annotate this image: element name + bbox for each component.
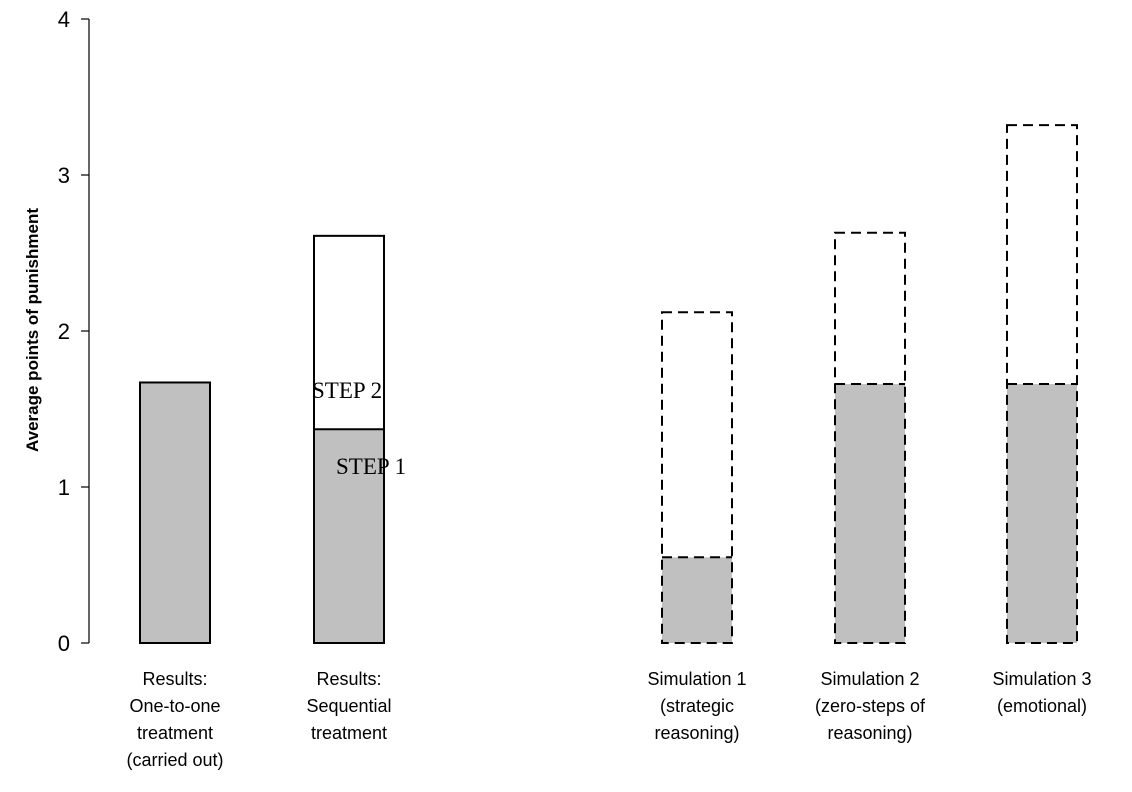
bar-outline — [139, 381, 211, 644]
y-tick-label: 3 — [58, 163, 70, 188]
bar-outline — [313, 234, 385, 644]
category-label: Results: Sequential treatment — [306, 669, 391, 743]
annotation-step2: STEP 2 — [312, 378, 382, 403]
bar-step1 — [140, 382, 210, 643]
category-label: Simulation 2 (zero-steps of reasoning) — [815, 669, 926, 743]
bar-step1 — [835, 384, 905, 643]
bar-step1 — [662, 557, 732, 643]
bar-step1 — [1007, 384, 1077, 643]
category-label: Simulation 3 (emotional) — [992, 669, 1091, 716]
bar-outline — [834, 231, 906, 644]
bar-step1 — [314, 429, 384, 643]
bar-step2 — [1007, 125, 1077, 385]
y-tick-label: 2 — [58, 319, 70, 344]
category-label: Results: One-to-one treatment (carried out) — [126, 669, 223, 770]
bar-step2 — [314, 235, 384, 430]
y-axis: 0 1 2 3 4 — [58, 7, 90, 656]
bar-step2 — [662, 312, 732, 558]
bar-step2 — [835, 232, 905, 385]
y-axis-title: Average points of punishment — [23, 208, 42, 452]
y-tick-label: 0 — [58, 631, 70, 656]
category-labels: Results: One-to-one treatment (carried out)… — [126, 669, 1091, 770]
annotation-step1: STEP 1 — [336, 454, 406, 479]
y-tick-label: 1 — [58, 475, 70, 500]
category-label: Simulation 1 (strategic reasoning) — [647, 669, 746, 743]
bars — [139, 124, 1078, 644]
y-tick-label: 4 — [58, 7, 70, 32]
bar-outline — [661, 311, 733, 644]
